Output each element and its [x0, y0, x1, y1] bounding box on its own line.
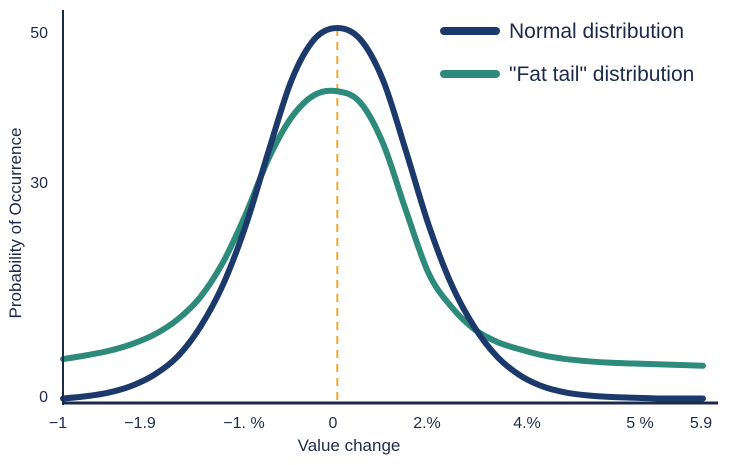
- y-axis-title: Probability of Occurrence: [6, 128, 25, 319]
- x-tick-label: 5 %: [626, 415, 654, 432]
- plot-lines: [60, 25, 706, 403]
- x-tick-label: −1: [49, 415, 67, 432]
- y-tick-label: 0: [39, 389, 48, 406]
- x-axis-title: Value change: [298, 436, 401, 455]
- x-tick-label: 2.%: [413, 415, 441, 432]
- legend-label-normal: Normal distribution: [509, 20, 684, 43]
- y-tick-label: 30: [30, 175, 48, 192]
- y-tick-label: 50: [30, 25, 48, 42]
- series-line-fat-tail: [60, 87, 706, 369]
- x-tick-label: 0: [329, 415, 338, 432]
- x-tick-label: 5.9: [690, 415, 712, 432]
- x-tick-label: 4.%: [513, 415, 541, 432]
- series-line-normal: [60, 25, 706, 402]
- x-tick-label: −1. %: [223, 415, 264, 432]
- x-tick-label: −1.9: [124, 415, 156, 432]
- legend-label-fat-tail: "Fat tail" distribution: [509, 63, 694, 86]
